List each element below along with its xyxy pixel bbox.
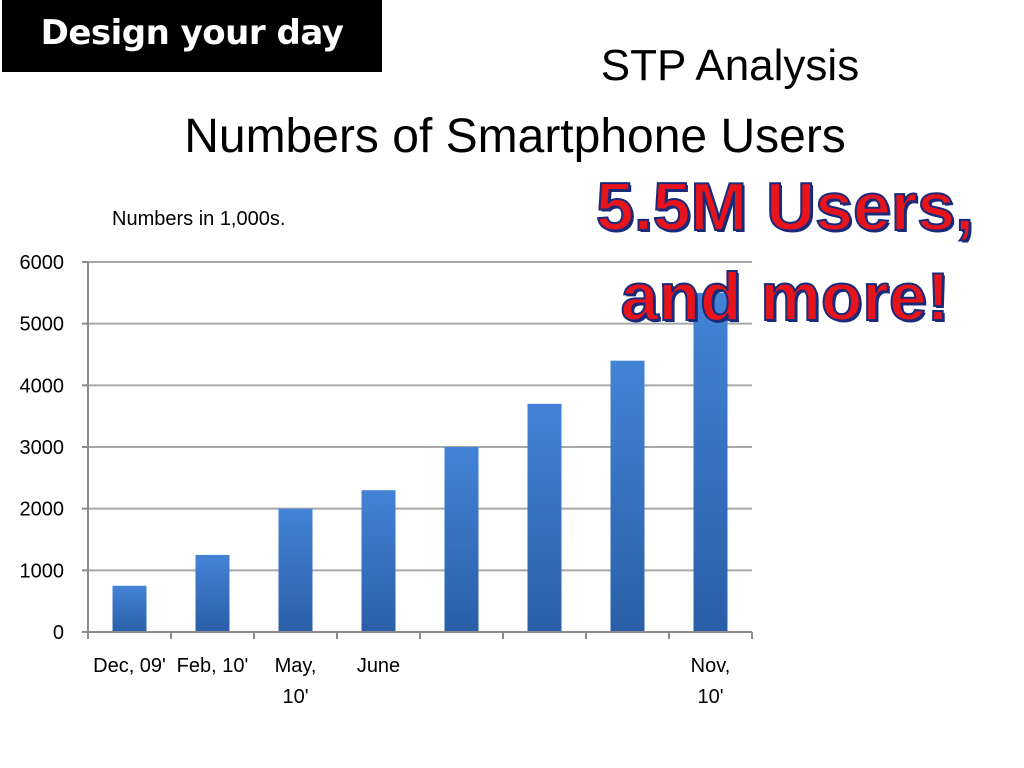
bar <box>527 403 562 632</box>
tick-labels: 0 1000 2000 3000 4000 5000 6000 Dec, 09' Feb, 10… <box>20 252 731 708</box>
y-tick-label: 3000 <box>20 437 65 459</box>
x-tick-label: Dec, 09' <box>93 655 166 677</box>
x-tick-label: 10' <box>697 686 723 708</box>
x-tick-label: June <box>357 655 400 677</box>
y-tick-label: 6000 <box>20 252 65 274</box>
y-tick-label: 0 <box>53 622 64 644</box>
slide-title: STP Analysis <box>600 41 860 90</box>
x-tick-label: 10' <box>282 686 308 708</box>
users-callout: 5.5M Users, and more! <box>560 162 1010 342</box>
bar <box>361 490 396 632</box>
y-tick-label: 1000 <box>20 560 65 582</box>
bar <box>444 447 479 632</box>
x-tick-label: Nov, <box>691 655 731 677</box>
badge-text: Design your day <box>40 13 344 53</box>
bar <box>610 360 645 632</box>
bar <box>195 554 230 632</box>
x-tick-label: Feb, 10' <box>177 655 249 677</box>
y-tick-label: 4000 <box>20 375 65 397</box>
x-tick-label: May, <box>275 655 317 677</box>
bars <box>112 292 728 632</box>
units-note: Numbers in 1,000s. <box>112 208 286 230</box>
bar <box>278 508 313 632</box>
y-tick-label: 2000 <box>20 499 65 521</box>
slide-subtitle: Numbers of Smartphone Users <box>184 110 846 163</box>
axes <box>82 261 753 639</box>
y-tick-label: 5000 <box>20 314 65 336</box>
bar <box>112 585 147 632</box>
bar <box>693 292 728 632</box>
callout-line-1: 5.5M Users, <box>595 168 975 246</box>
design-your-day-badge: Design your day <box>2 0 382 72</box>
callout-line-2: and more! <box>620 258 951 336</box>
